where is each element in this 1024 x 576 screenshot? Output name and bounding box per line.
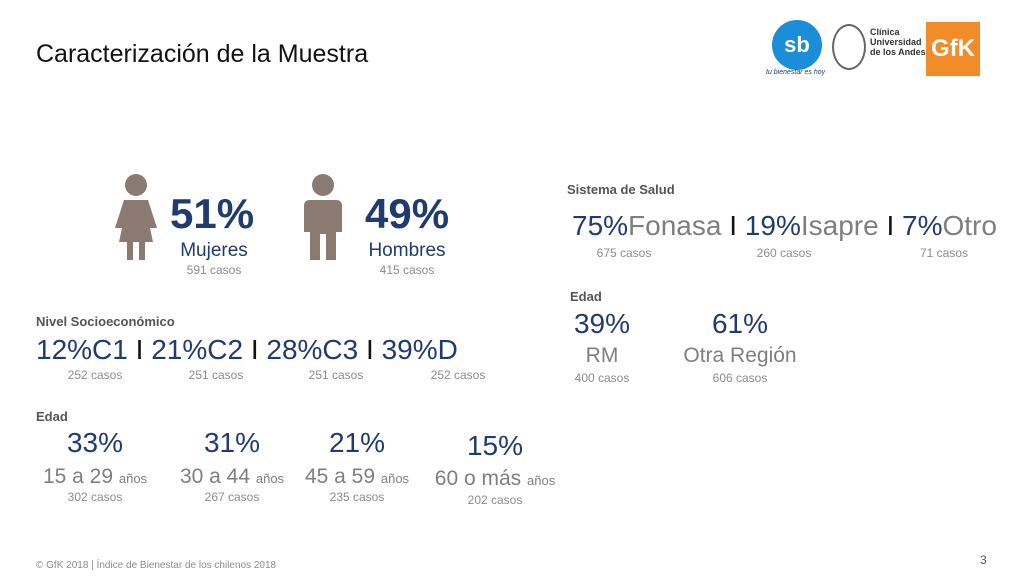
c1-cases: 252 casos bbox=[67, 368, 123, 382]
otro-name: Otro bbox=[942, 210, 997, 241]
women-percent: 51% bbox=[170, 190, 255, 237]
age-15-29-range: 15 a 29 años bbox=[42, 465, 148, 488]
d-cases: 252 casos bbox=[430, 368, 486, 382]
age-label: Edad bbox=[36, 409, 68, 424]
health-system-label: Sistema de Salud bbox=[567, 182, 675, 197]
c3-cases: 251 casos bbox=[308, 368, 364, 382]
otra-region-cases: 606 casos bbox=[712, 371, 768, 385]
otro-percent: 7% bbox=[902, 210, 943, 241]
fonasa-name: Fonasa bbox=[628, 210, 722, 241]
age-60-plus-percent: 15% bbox=[466, 430, 524, 461]
rm-percent: 39% bbox=[573, 308, 631, 339]
age-30-44-cases: 267 casos bbox=[204, 490, 260, 504]
isapre-cases: 260 casos bbox=[756, 246, 812, 260]
d-name: D bbox=[437, 334, 458, 365]
nse-label: Nivel Socioeconómico bbox=[36, 314, 175, 329]
separator: I bbox=[366, 334, 374, 365]
otro-cases: 71 casos bbox=[919, 246, 969, 260]
clinica-logo-text: Clínica Universidad de los Andes bbox=[870, 27, 926, 57]
rm-name: RM bbox=[585, 344, 619, 367]
age-45-59-range: 45 a 59 años bbox=[304, 465, 410, 488]
age-45-59-percent: 21% bbox=[328, 427, 386, 458]
c3-name: C3 bbox=[322, 334, 359, 365]
isapre-percent: 19% bbox=[744, 210, 801, 241]
men-percent: 49% bbox=[365, 190, 450, 237]
separator: I bbox=[135, 334, 144, 365]
otra-region-percent: 61% bbox=[711, 308, 769, 339]
rm-cases: 400 casos bbox=[574, 371, 630, 385]
age-15-29-cases: 302 casos bbox=[67, 490, 123, 504]
separator: I bbox=[250, 334, 259, 365]
page-title: Caracterización de la Muestra bbox=[36, 40, 369, 68]
fonasa-percent: 75% bbox=[572, 210, 629, 241]
women-label: Mujeres bbox=[180, 240, 248, 261]
sb-logo: sb bbox=[772, 20, 822, 70]
health-system-row: 75%Fonasa I 19%Isapre I 7%Otro bbox=[572, 210, 997, 242]
age-60-plus-range: 60 o más años bbox=[434, 467, 556, 490]
age-30-44-range: 30 a 44 años bbox=[179, 465, 285, 488]
age-45-59-cases: 235 casos bbox=[329, 490, 385, 504]
isapre-name: Isapre bbox=[800, 210, 879, 241]
footer-text: © GfK 2018 | Índice de Bienestar de los … bbox=[36, 560, 277, 571]
otra-region-name: Otra Región bbox=[683, 344, 797, 367]
age-60-plus-cases: 202 casos bbox=[467, 493, 523, 507]
d-percent: 39% bbox=[381, 334, 438, 365]
women-cases: 591 casos bbox=[186, 263, 242, 277]
separator: I bbox=[729, 210, 738, 241]
fonasa-cases: 675 casos bbox=[596, 246, 652, 260]
separator: I bbox=[886, 210, 895, 241]
c2-percent: 21% bbox=[151, 334, 208, 365]
c2-name: C2 bbox=[207, 334, 244, 365]
c2-cases: 251 casos bbox=[188, 368, 244, 382]
clinica-seal-icon bbox=[832, 24, 866, 70]
age-15-29-percent: 33% bbox=[66, 427, 124, 458]
men-cases: 415 casos bbox=[379, 263, 435, 277]
woman-icon bbox=[115, 174, 157, 260]
c1-percent: 12% bbox=[36, 334, 93, 365]
man-icon bbox=[304, 174, 342, 260]
page-number: 3 bbox=[980, 553, 987, 567]
region-label: Edad bbox=[570, 289, 602, 304]
nse-row: 12%C1 I 21%C2 I 28%C3 I 39%D bbox=[36, 334, 458, 366]
sb-logo-tagline: tu bienestar es hoy bbox=[766, 69, 826, 76]
gfk-logo: GfK bbox=[926, 22, 980, 76]
c1-name: C1 bbox=[92, 334, 128, 365]
men-label: Hombres bbox=[368, 240, 446, 261]
age-30-44-percent: 31% bbox=[203, 427, 261, 458]
c3-percent: 28% bbox=[266, 334, 323, 365]
